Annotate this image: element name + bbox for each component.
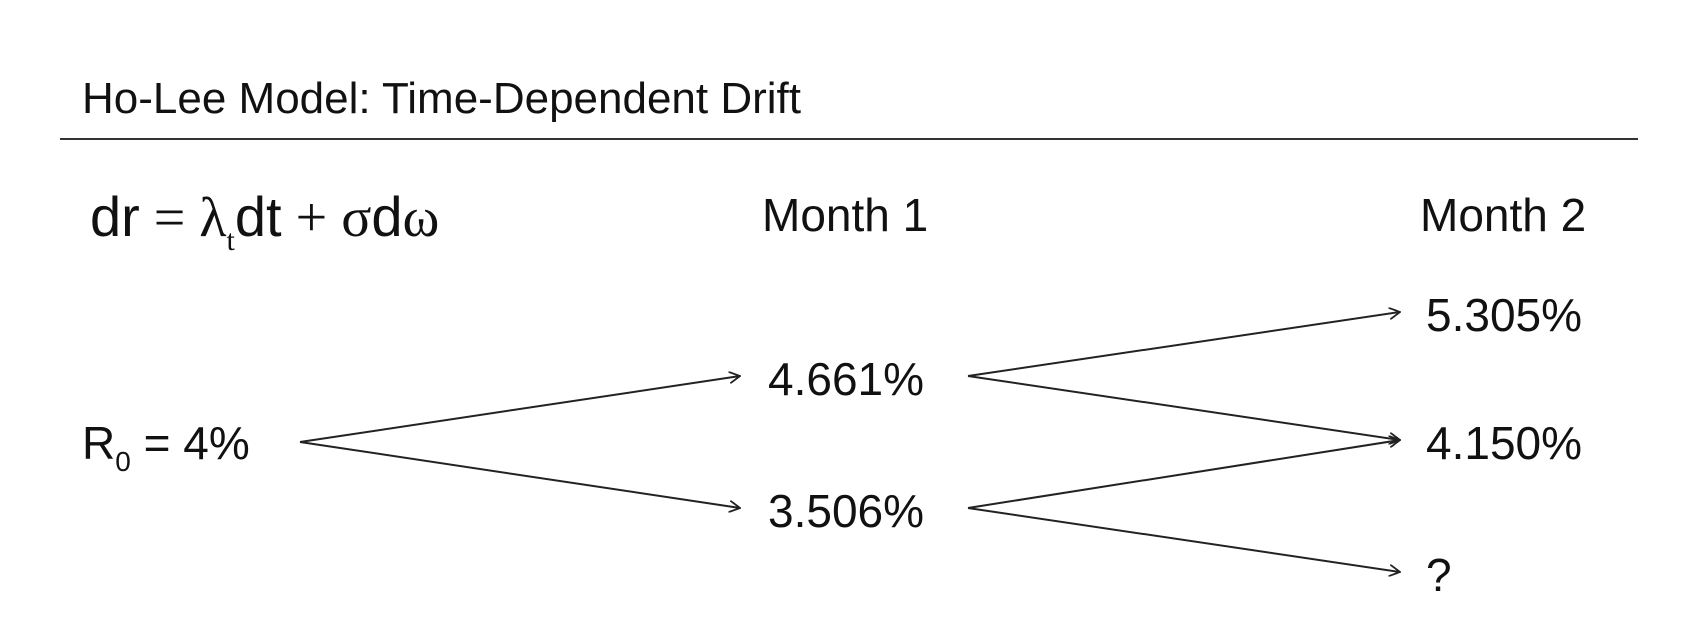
arrow-up-to-uu [967,312,1400,377]
node-month2-uu: 5.305% [1426,289,1583,341]
arrow-root-to-up [299,376,740,443]
node-month1-down: 3.506% [768,485,925,537]
node-root-r: R [82,417,116,469]
arrow-down-to-dd [967,507,1400,572]
formula-omega: ω [402,187,440,249]
node-month2-dd: ? [1426,549,1452,601]
formula-equals: = [153,187,186,249]
formula-plus: + [295,187,328,249]
arrow-root-to-down [299,441,740,508]
node-month1-up: 4.661% [768,353,925,405]
formula-lambda: λ [199,187,227,249]
header-month-1: Month 1 [762,189,929,241]
formula-sigma: σ [341,187,372,249]
arrow-down-to-ud [967,440,1400,509]
formula-dr: dr [90,185,140,248]
node-root: R0 = 4% [82,416,250,478]
node-root-value: = 4% [130,417,250,469]
title-underline [60,138,1638,140]
page-title: Ho-Lee Model: Time-Dependent Drift [82,74,801,123]
ho-lee-formula: dr = λtdt + σdω [90,184,439,258]
node-month2-ud: 4.150% [1426,417,1583,469]
arrow-up-to-ud [967,375,1400,440]
node-root-sub: 0 [115,446,131,477]
formula-d: d [371,185,403,248]
formula-dt: dt [234,185,282,248]
header-month-2: Month 2 [1420,189,1587,241]
formula-sub-t: t [226,224,235,257]
